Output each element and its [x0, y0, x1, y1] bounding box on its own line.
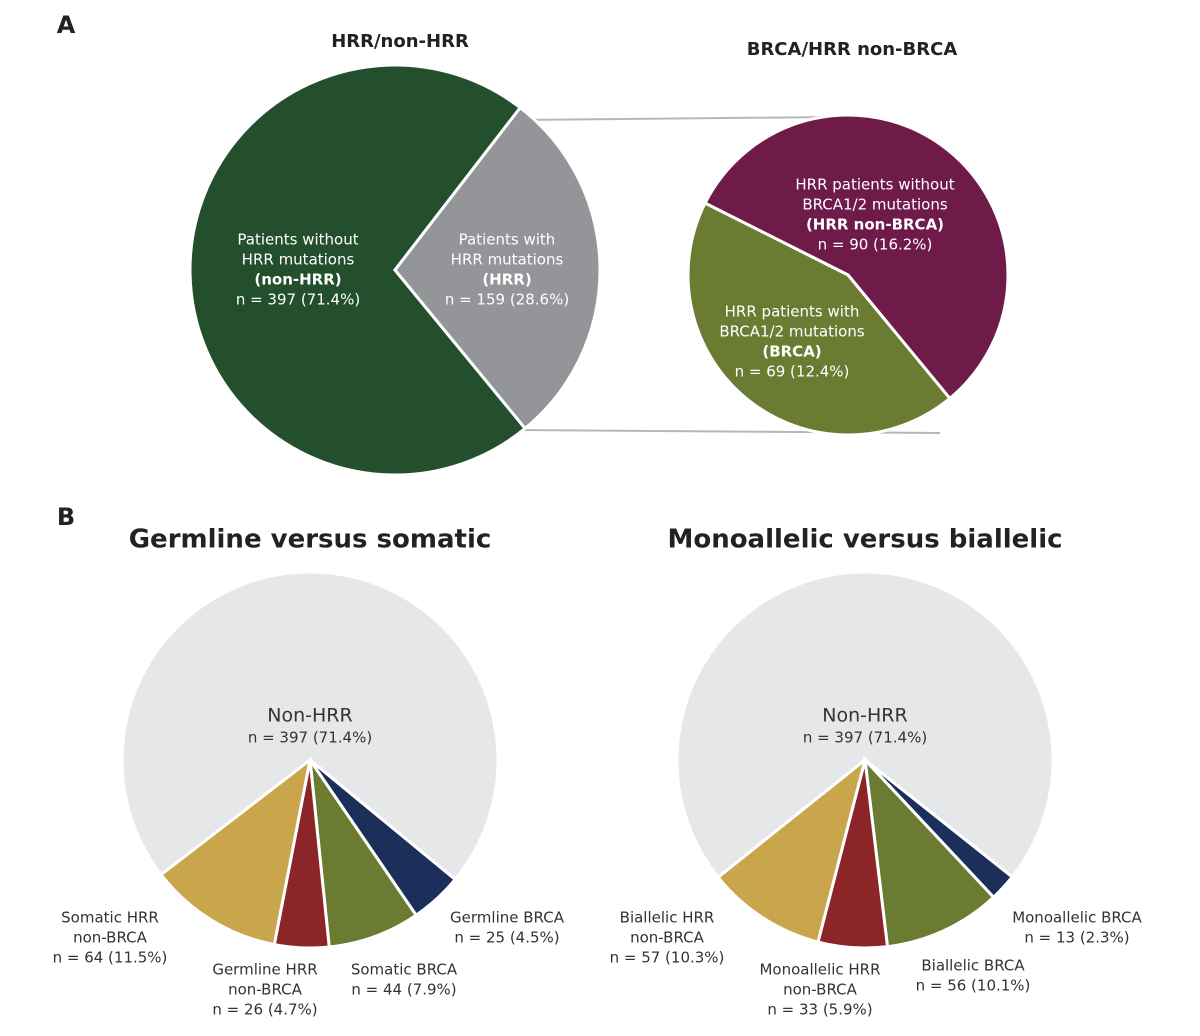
slice-label: non-BRCA — [783, 981, 858, 999]
pie-slice — [393, 105, 602, 431]
pie-slice — [120, 570, 500, 882]
pie-slice — [158, 756, 313, 947]
slice-label: Biallelic BRCA — [921, 957, 1025, 975]
slice-label: Patients without — [237, 231, 358, 249]
slice-label: (HRR) — [482, 271, 531, 289]
slice-label: Non-HRR — [267, 705, 352, 727]
pie-slice — [686, 201, 952, 437]
slice-label: HRR mutations — [451, 251, 564, 269]
panel-label: B — [57, 503, 75, 531]
slice-label: Germline BRCA — [450, 909, 565, 927]
chart-title: Germline versus somatic — [129, 525, 492, 555]
panel-label: A — [57, 11, 76, 39]
slice-label: BRCA1/2 mutations — [719, 323, 865, 341]
value-label: n = 26 (4.7%) — [212, 1001, 317, 1019]
pie-slice — [188, 63, 528, 477]
pie-slice — [862, 755, 996, 949]
value-label: n = 56 (10.1%) — [916, 977, 1031, 995]
slice-label: Somatic BRCA — [351, 961, 458, 979]
slice-label: Biallelic HRR — [620, 909, 715, 927]
slice-label: Germline HRR — [212, 961, 317, 979]
slice-label: HRR patients without — [795, 176, 954, 194]
slice-label: (non-HRR) — [254, 271, 341, 289]
value-label: n = 25 (4.5%) — [454, 929, 559, 947]
pie-slice — [308, 759, 419, 949]
slice-label: non-BRCA — [228, 981, 303, 999]
value-label: n = 90 (16.2%) — [818, 236, 933, 254]
value-label: n = 69 (12.4%) — [735, 363, 850, 381]
chart-title: HRR/non-HRR — [331, 31, 469, 52]
value-label: n = 33 (5.9%) — [767, 1001, 872, 1019]
slice-label: Monoallelic BRCA — [1012, 909, 1142, 927]
slice-label: Monoallelic HRR — [759, 961, 880, 979]
slice-label: HRR mutations — [242, 251, 355, 269]
pie-slice — [675, 570, 1055, 880]
value-label: n = 13 (2.3%) — [1024, 929, 1129, 947]
value-label: n = 397 (71.4%) — [248, 729, 372, 747]
connector-line — [517, 116, 836, 121]
value-label: n = 64 (11.5%) — [53, 949, 168, 967]
slice-label: BRCA1/2 mutations — [802, 196, 948, 214]
pie-slice — [703, 113, 1010, 401]
value-label: n = 44 (7.9%) — [351, 981, 456, 999]
value-label: n = 397 (71.4%) — [236, 291, 360, 309]
slice-label: Somatic HRR — [61, 909, 159, 927]
value-label: n = 397 (71.4%) — [803, 729, 927, 747]
slice-label: non-BRCA — [630, 929, 705, 947]
slice-label: Patients with — [459, 231, 556, 249]
value-label: n = 57 (10.3%) — [610, 949, 725, 967]
chart-title: BRCA/HRR non-BRCA — [747, 39, 958, 60]
slice-label: HRR patients with — [725, 303, 860, 321]
chart-title: Monoallelic versus biallelic — [667, 525, 1062, 555]
pie-slice — [715, 756, 868, 944]
slice-label: (BRCA) — [762, 343, 821, 361]
slice-label: Non-HRR — [822, 705, 907, 727]
slice-label: non-BRCA — [73, 929, 148, 947]
slice-label: (HRR non-BRCA) — [806, 216, 944, 234]
value-label: n = 159 (28.6%) — [445, 291, 569, 309]
